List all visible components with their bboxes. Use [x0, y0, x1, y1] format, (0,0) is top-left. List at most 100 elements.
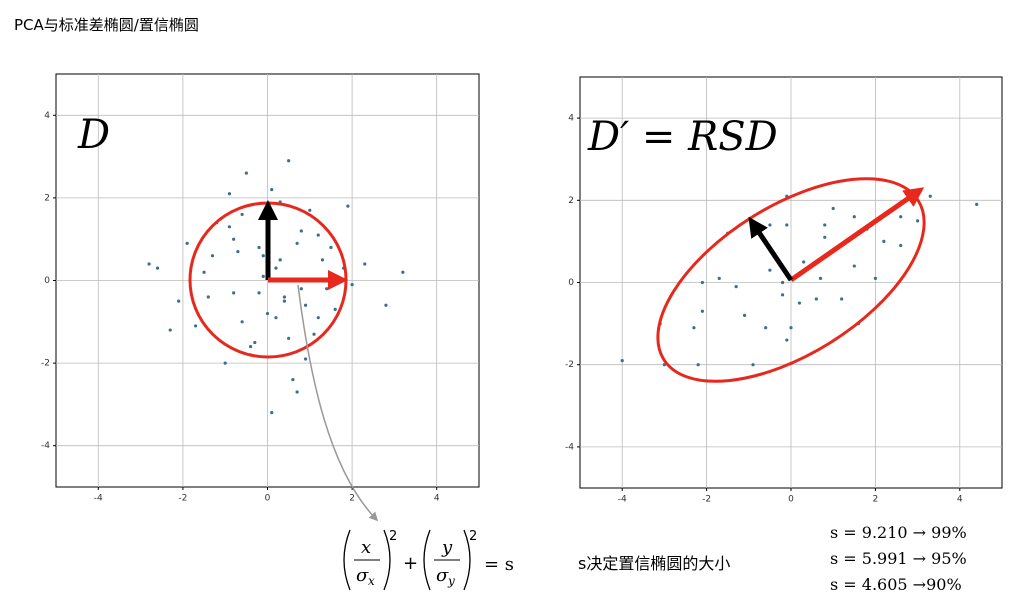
point: [261, 254, 265, 258]
point: [696, 363, 700, 367]
formula-part: +: [403, 553, 418, 574]
point: [700, 309, 704, 313]
point: [282, 295, 287, 299]
point: [823, 223, 827, 227]
point: [717, 276, 721, 280]
point: [232, 237, 236, 241]
point: [295, 390, 299, 394]
point: [751, 363, 755, 367]
point: [785, 338, 789, 342]
x-tick-label: -2: [178, 494, 187, 504]
point: [852, 264, 856, 268]
paren: [343, 529, 351, 591]
point: [329, 245, 333, 250]
plot-label: D: [77, 112, 110, 158]
formula-part: σ: [436, 565, 449, 586]
point: [248, 344, 253, 349]
scatter-chart: -4 -2 0 2 4 -4 -2 0 2 4 D: [41, 73, 480, 504]
formula-part: = s: [484, 554, 514, 575]
point: [202, 270, 206, 274]
point: [261, 274, 265, 278]
point: [257, 291, 261, 295]
point: [257, 245, 261, 250]
point: [299, 287, 303, 291]
point: [265, 311, 270, 316]
point: [287, 336, 291, 340]
point: [916, 219, 920, 223]
y-tick-label: -2: [565, 360, 574, 370]
point: [780, 280, 785, 285]
point: [206, 295, 210, 299]
point: [244, 171, 248, 175]
point: [734, 285, 738, 289]
point: [840, 297, 844, 301]
point: [852, 215, 856, 219]
point: [802, 260, 806, 264]
point: [155, 266, 160, 270]
point: [780, 293, 785, 297]
point: [818, 276, 823, 280]
point: [312, 332, 316, 336]
y-tick-label: -2: [41, 359, 50, 369]
formula-part: x: [368, 574, 375, 588]
point: [168, 328, 172, 332]
point: [193, 324, 198, 328]
formula-part: y: [447, 574, 455, 588]
formula-part: x: [361, 537, 371, 558]
point: [620, 358, 624, 363]
y-tick-label: -4: [41, 441, 50, 451]
x-tick-label: -4: [94, 494, 103, 504]
point: [270, 411, 274, 415]
y-tick-label: 2: [44, 193, 50, 203]
caption: s决定置信椭圆的大小: [578, 554, 730, 573]
point: [295, 241, 299, 245]
axis-arrow: [789, 187, 925, 283]
point: [227, 192, 232, 196]
point: [363, 262, 367, 266]
formula-part: y: [441, 537, 453, 558]
slide-title: PCA与标准差椭圆/置信椭圆: [14, 16, 199, 34]
point: [325, 287, 329, 291]
point: [350, 283, 354, 287]
point: [274, 316, 278, 320]
point: [814, 297, 818, 301]
y-tick-label: 4: [44, 111, 50, 121]
point: [333, 307, 337, 312]
point: [346, 204, 350, 208]
y-tick-label: 4: [568, 114, 574, 124]
point: [768, 223, 772, 227]
note: s = 9.210 → 99%: [830, 523, 967, 542]
x-tick-label: -2: [702, 495, 711, 505]
point: [223, 361, 227, 365]
point: [303, 357, 308, 361]
note: s = 4.605 →90%: [830, 575, 962, 594]
point: [789, 326, 793, 330]
point: [185, 241, 189, 245]
point: [831, 206, 835, 211]
point: [764, 326, 768, 330]
point: [299, 229, 303, 233]
formula-part: 2: [469, 529, 477, 544]
paren: [463, 529, 471, 591]
point: [692, 326, 696, 330]
point: [274, 266, 278, 270]
y-tick-label: -4: [565, 442, 574, 452]
point: [401, 270, 405, 274]
scatter-chart: -4 -2 0 2 4 -4 -2 0 2 4 D′ = RSD: [565, 76, 1003, 505]
point: [320, 258, 325, 262]
point: [287, 159, 291, 163]
formula-part: 2: [389, 529, 397, 544]
point: [147, 262, 151, 266]
point: [873, 276, 878, 280]
pointer-arrow: [297, 284, 379, 522]
x-tick-label: 4: [957, 495, 963, 505]
plot-label: D′ = RSD: [587, 114, 778, 160]
point: [882, 239, 886, 243]
point: [975, 202, 979, 207]
y-tick-label: 0: [44, 276, 50, 286]
axis-arrow: [748, 216, 794, 282]
point: [291, 378, 295, 382]
point: [270, 188, 274, 192]
plots: -4 -2 0 2 4 -4 -2 0 2 4 D -4 -2 0 2 4 -4 -2 0 2 4 D′ = RSD: [41, 73, 1003, 505]
point: [700, 280, 704, 285]
